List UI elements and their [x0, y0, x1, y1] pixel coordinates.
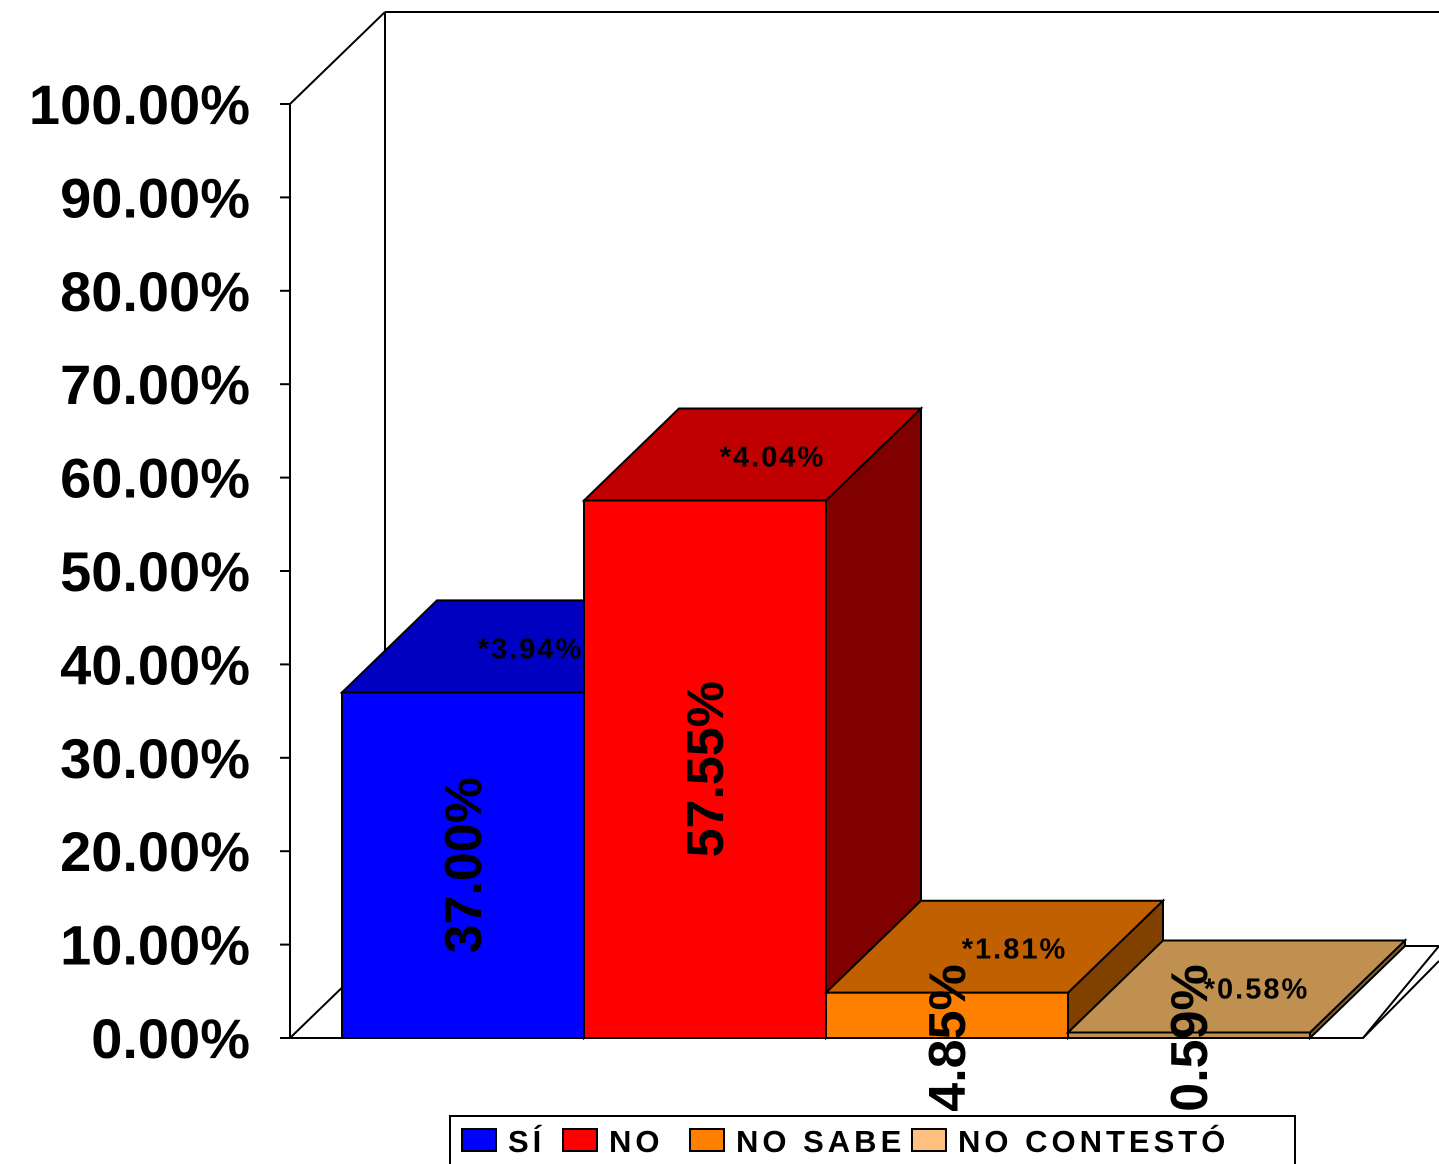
y-tick-label: 80.00%: [60, 260, 250, 323]
top-label: *1.81%: [962, 934, 1068, 966]
bar-front: [583, 499, 827, 1040]
legend-item: NO CONTESTÓ: [911, 1123, 1229, 1159]
legend-swatch: [461, 1128, 497, 1152]
value-label: 0.59%: [1161, 964, 1219, 1111]
legend-swatch: [689, 1128, 725, 1152]
y-tick-label: 10.00%: [60, 914, 250, 977]
side-wall-top-edge: [289, 11, 386, 105]
y-axis: 0.00% 10.00% 20.00% 30.00% 40.00% 50.00% 60.00…: [29, 73, 290, 1070]
legend-label: NO CONTESTÓ: [958, 1123, 1229, 1159]
data-labels: 37.00% *3.94% 57.55% *4.04% 4.85%*1.81% 0.59%…: [435, 441, 1310, 1111]
y-tick-label: 70.00%: [60, 353, 250, 416]
value-label: 4.85%: [919, 964, 977, 1111]
top-label: *4.04%: [720, 441, 826, 473]
y-tick-label: 30.00%: [60, 727, 250, 790]
legend-swatch: [562, 1128, 598, 1152]
legend-item: NO SABE: [689, 1124, 905, 1159]
bar-front: [1067, 1031, 1311, 1039]
bar-front: [825, 991, 1069, 1039]
legend-label: SÍ: [508, 1124, 545, 1159]
value-label: 37.00%: [435, 777, 493, 953]
legend-swatch: [911, 1128, 947, 1152]
y-tick-label: 90.00%: [60, 166, 250, 229]
bar-front: [341, 691, 585, 1039]
bar-4: [1065, 938, 1408, 1041]
y-tick-label: 50.00%: [60, 540, 250, 603]
y-tick-label: 100.00%: [29, 73, 250, 136]
bar-3: [823, 898, 1166, 1041]
legend: SÍ NO NO SABE NO CONTESTÓ: [449, 1115, 1296, 1164]
floor-right-edge: [1362, 960, 1439, 1039]
y-tick-label: 0.00%: [91, 1007, 250, 1070]
bar-2: [581, 406, 924, 1041]
y-tick-label: 40.00%: [60, 633, 250, 696]
value-label: 57.55%: [677, 681, 735, 857]
top-label: *0.58%: [1204, 973, 1310, 1005]
legend-item: SÍ: [461, 1124, 545, 1159]
legend-label: NO SABE: [736, 1124, 905, 1159]
legend-label: NO: [609, 1124, 664, 1159]
top-label: *3.94%: [478, 633, 584, 665]
bars: [339, 406, 1408, 1041]
y-tick-label: 60.00%: [60, 447, 250, 510]
y-tick-label: 20.00%: [60, 820, 250, 883]
legend-item: NO: [562, 1124, 664, 1159]
